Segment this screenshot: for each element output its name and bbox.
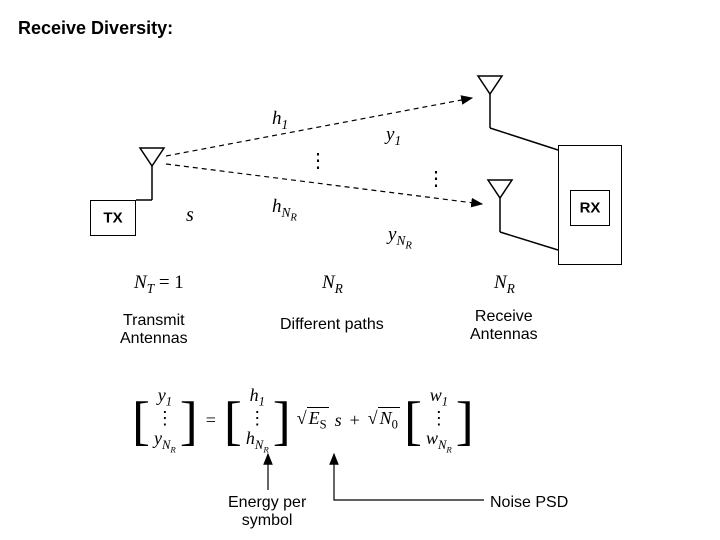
noise-arrow: [334, 454, 484, 500]
tx-label: TX: [91, 210, 135, 227]
s-label: s: [186, 204, 194, 227]
vdots-h: ⋮: [308, 148, 328, 173]
rx-antenna-1-icon: [478, 76, 558, 150]
nr-right-label: NR: [494, 272, 515, 297]
rx-antenna-2-icon: [488, 180, 558, 250]
receive-antennas-label: Receive Antennas: [470, 308, 538, 344]
tx-box: TX: [90, 200, 136, 236]
nt-label: NT = 1: [134, 272, 184, 297]
noise-psd-label: Noise PSD: [490, 494, 568, 512]
rx-label: RX: [571, 200, 609, 217]
tx-antenna-icon: [136, 148, 164, 200]
page-title: Receive Diversity:: [18, 18, 173, 39]
different-paths-label: Different paths: [280, 316, 384, 334]
hnr-label: hNR: [272, 196, 297, 223]
transmit-antennas-label: Transmit Antennas: [120, 312, 188, 348]
ynr-label: yNR: [388, 224, 412, 251]
energy-per-symbol-label: Energy per symbol: [228, 494, 306, 530]
rx-box: RX: [570, 190, 610, 226]
y1-label: y1: [386, 124, 401, 149]
vdots-y: ⋮: [426, 166, 446, 191]
h1-label: h1: [272, 108, 288, 133]
diagram-svg: [0, 0, 720, 540]
nr-mid-label: NR: [322, 272, 343, 297]
equation: [ y1 ⋮ yNR ] = [ h1 ⋮ hNR ] √ES s + √N0 …: [132, 386, 474, 455]
